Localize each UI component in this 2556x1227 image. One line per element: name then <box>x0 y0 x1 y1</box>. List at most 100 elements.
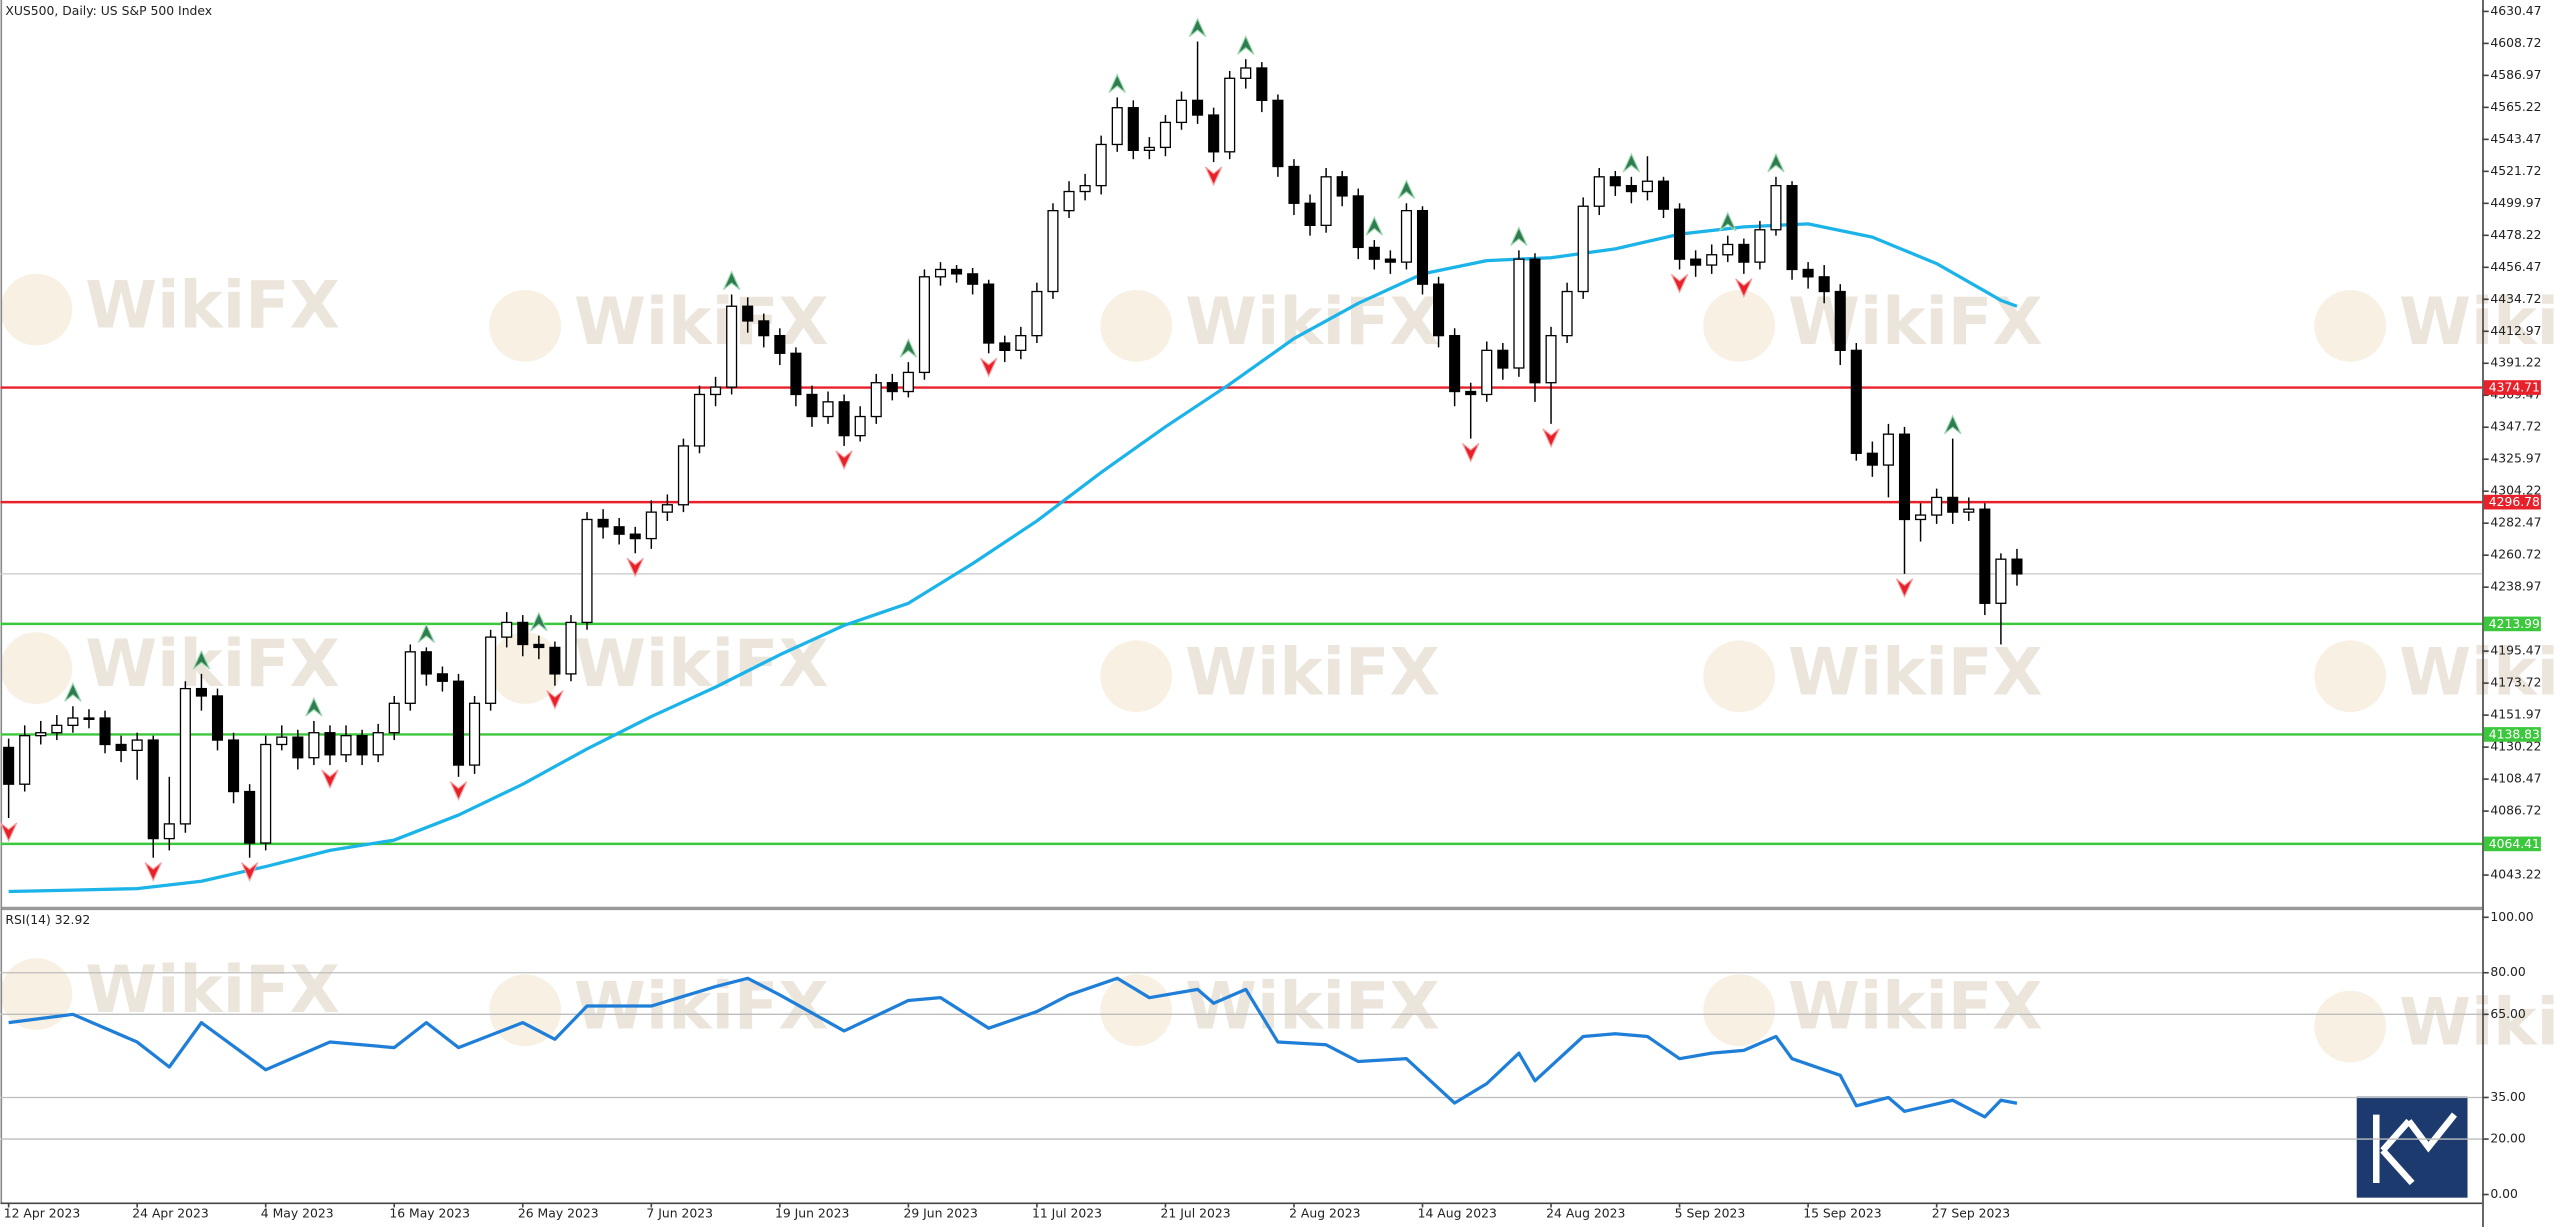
x-tick-label: 11 Jul 2023 <box>1032 1206 1102 1220</box>
candle-body <box>726 305 738 388</box>
candle-body <box>1979 508 1991 604</box>
logo <box>2356 1096 2468 1198</box>
x-tick-label: 26 May 2023 <box>518 1206 599 1220</box>
fractal-up <box>899 337 918 358</box>
x-tick-label: 27 Sep 2023 <box>1932 1206 2010 1220</box>
candle-body <box>1529 258 1541 384</box>
candle-body <box>967 273 979 285</box>
candle-body <box>308 732 320 759</box>
watermark-emblem <box>0 273 73 346</box>
candle-body <box>1545 334 1557 384</box>
candle-body <box>1754 229 1766 263</box>
candle-body <box>1416 209 1429 285</box>
candle-body <box>228 739 240 793</box>
candle-body <box>806 393 818 418</box>
fractal-down <box>835 450 853 471</box>
watermark: WikiFX <box>1185 969 1440 1044</box>
candle-body <box>1079 184 1091 193</box>
level-label-box <box>2483 836 2541 852</box>
rsi-tick-label: 80.00 <box>2490 965 2526 979</box>
candle-body <box>211 695 224 741</box>
candle-body <box>581 518 593 624</box>
y-tick-label: 4325.97 <box>2490 452 2541 466</box>
y-tick-label: 4391.22 <box>2490 356 2541 370</box>
candle-body <box>1786 184 1798 271</box>
candle-body <box>436 673 448 682</box>
fractal-down <box>1462 443 1480 463</box>
candle-body <box>1352 195 1364 249</box>
candle-body <box>645 511 657 540</box>
level-label-box <box>2483 494 2541 510</box>
candle-body <box>324 732 336 756</box>
level-label: 4374.71 <box>2489 381 2540 395</box>
candle-body <box>1882 433 1894 466</box>
candle-body <box>1192 99 1204 116</box>
candle-body <box>1127 107 1139 151</box>
candle-body <box>1063 190 1075 212</box>
x-tick-label: 21 Jul 2023 <box>1161 1206 1231 1220</box>
fractal-up <box>1108 73 1126 93</box>
candle-body <box>742 305 754 322</box>
fractal-up <box>1944 414 1962 435</box>
candle-body <box>195 687 207 697</box>
fractal-up <box>1510 226 1528 246</box>
candle-body <box>35 732 47 737</box>
y-tick-label: 4499.97 <box>2490 196 2541 210</box>
watermark-emblem <box>489 632 562 704</box>
candle-body <box>710 386 722 396</box>
candle-body <box>1641 180 1653 193</box>
watermark-emblem <box>0 632 73 704</box>
candle-body <box>340 735 352 756</box>
y-tick-label: 4238.97 <box>2490 580 2541 594</box>
y-tick-label: 4260.72 <box>2490 548 2541 562</box>
candle-body <box>1465 390 1477 396</box>
rsi-tick-label: 0.00 <box>2490 1187 2518 1201</box>
x-tick-label: 2 Aug 2023 <box>1289 1206 1360 1220</box>
candle-body <box>163 823 175 840</box>
watermark-emblem <box>1703 640 1775 713</box>
level-label-box <box>2483 616 2541 632</box>
watermark-emblem <box>0 958 73 1030</box>
watermark: WikiFX <box>574 285 829 360</box>
level-label-box <box>2483 380 2541 395</box>
candle-body <box>1320 176 1332 226</box>
candle-body <box>1738 243 1750 263</box>
candle-body <box>1866 452 1878 466</box>
candle-body <box>115 743 127 752</box>
candle-body <box>565 621 577 675</box>
candle-body <box>19 735 31 785</box>
watermark: WikiFX <box>1185 285 1440 360</box>
candle-body <box>99 717 111 746</box>
fractal-down <box>1670 273 1689 294</box>
y-tick-label: 4630.47 <box>2490 4 2541 18</box>
watermark-emblem <box>1100 974 1173 1047</box>
rsi-tick-label: 20.00 <box>2490 1132 2526 1146</box>
y-tick-label: 4108.47 <box>2490 772 2541 786</box>
fractal-down <box>449 781 468 802</box>
x-tick-label: 19 Jun 2023 <box>775 1206 849 1220</box>
candle-body <box>549 646 561 675</box>
candle-body <box>1802 268 1814 278</box>
fractal-up <box>1622 152 1641 173</box>
candle-body <box>1690 258 1702 266</box>
watermark: WikiFX <box>574 627 829 702</box>
candle-body <box>131 739 143 752</box>
candle-body <box>1288 165 1300 204</box>
candle-body <box>1433 283 1445 337</box>
candle-body <box>1111 107 1123 146</box>
watermark: WikiFX <box>2399 285 2556 360</box>
candle-body <box>1963 508 1975 513</box>
x-tick-label: 24 Apr 2023 <box>132 1206 209 1220</box>
candle-body <box>1609 176 1621 187</box>
candle-body <box>1898 433 1911 521</box>
rsi-tick-label: 65.00 <box>2490 1007 2526 1021</box>
candle-body <box>1995 558 2007 604</box>
fractal-up <box>1365 215 1383 236</box>
candle-body <box>934 268 947 278</box>
fractal-up <box>417 623 436 643</box>
watermark-emblem <box>2314 640 2387 713</box>
candle-body <box>1159 121 1171 149</box>
fractal-down <box>1895 578 1914 599</box>
fractal-up <box>530 611 548 632</box>
logo-mark <box>2373 1112 2458 1186</box>
